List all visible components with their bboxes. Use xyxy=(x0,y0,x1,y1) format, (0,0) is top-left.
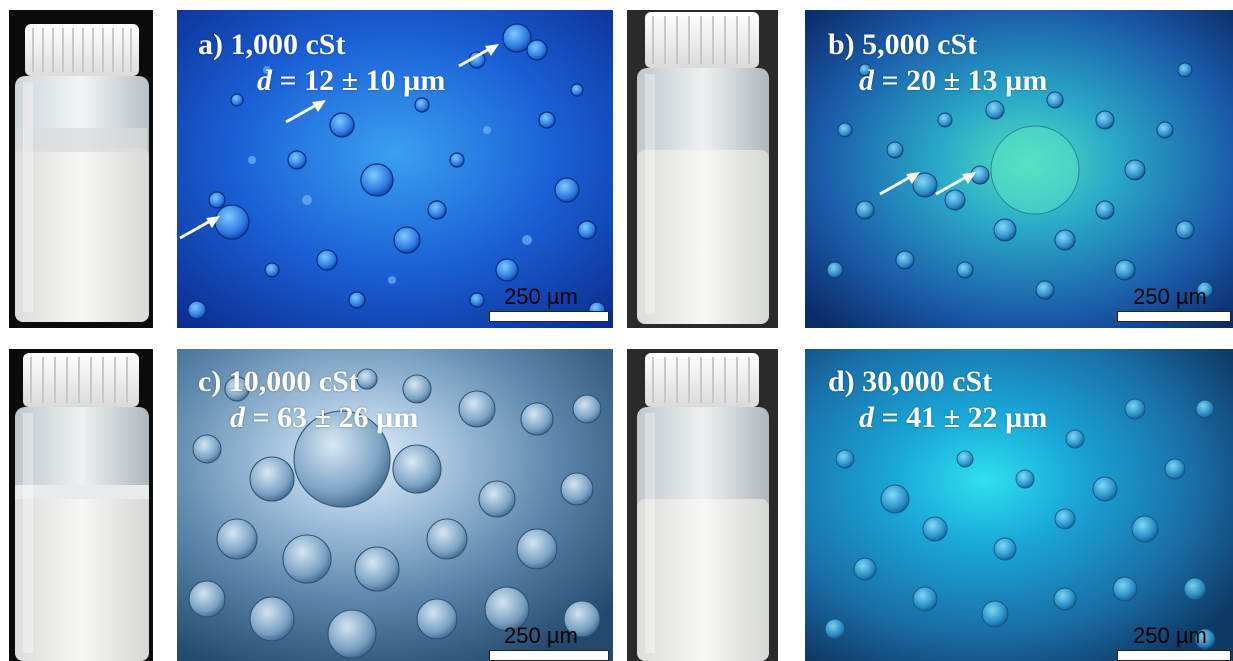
diameter-value: = 12 ± 10 µm xyxy=(279,64,446,97)
panel-label-a: a) 1,000 cSt xyxy=(198,28,346,61)
vial-photo-a xyxy=(9,10,153,328)
arrow-icon xyxy=(179,216,220,240)
diameter-value: = 41 ± 22 µm xyxy=(881,401,1048,434)
scale-bar-d xyxy=(1117,650,1231,661)
scale-bar-label-a: 250 µm xyxy=(504,284,578,309)
scale-bar-b xyxy=(1117,311,1231,322)
panel-label-d: d) 30,000 cSt xyxy=(828,365,993,398)
diameter-value: = 63 ± 26 µm xyxy=(252,401,419,434)
arrow-icon xyxy=(935,172,976,196)
scale-bar-label-b: 250 µm xyxy=(1133,284,1207,309)
diameter-symbol: d xyxy=(230,401,245,434)
diameter-symbol: d xyxy=(859,401,874,434)
panel-label-c: c) 10,000 cSt xyxy=(198,365,359,398)
diameter-label-a: d = 12 ± 10 µm xyxy=(257,64,445,98)
scale-bar-label-d: 250 µm xyxy=(1133,623,1207,648)
scale-bar-c xyxy=(489,650,609,661)
diameter-value: = 20 ± 13 µm xyxy=(881,64,1048,97)
vial-photo-d xyxy=(627,349,778,661)
micrograph-d xyxy=(805,349,1233,661)
diameter-label-c: d = 63 ± 26 µm xyxy=(230,401,418,435)
micrograph-b xyxy=(805,10,1233,328)
diameter-label-b: d = 20 ± 13 µm xyxy=(859,64,1047,98)
diameter-symbol: d xyxy=(859,64,874,97)
scale-bar-label-c: 250 µm xyxy=(504,623,578,648)
micrograph-c xyxy=(177,349,613,661)
panel-label-b: b) 5,000 cSt xyxy=(828,28,978,61)
diameter-symbol: d xyxy=(257,64,272,97)
arrow-icon xyxy=(458,44,499,68)
arrow-icon xyxy=(879,172,920,196)
scale-bar-a xyxy=(489,311,609,322)
diameter-label-d: d = 41 ± 22 µm xyxy=(859,401,1047,435)
arrow-icon xyxy=(285,100,326,124)
micrograph-a xyxy=(177,10,613,328)
vial-photo-b xyxy=(627,10,778,328)
vial-photo-c xyxy=(9,349,153,661)
